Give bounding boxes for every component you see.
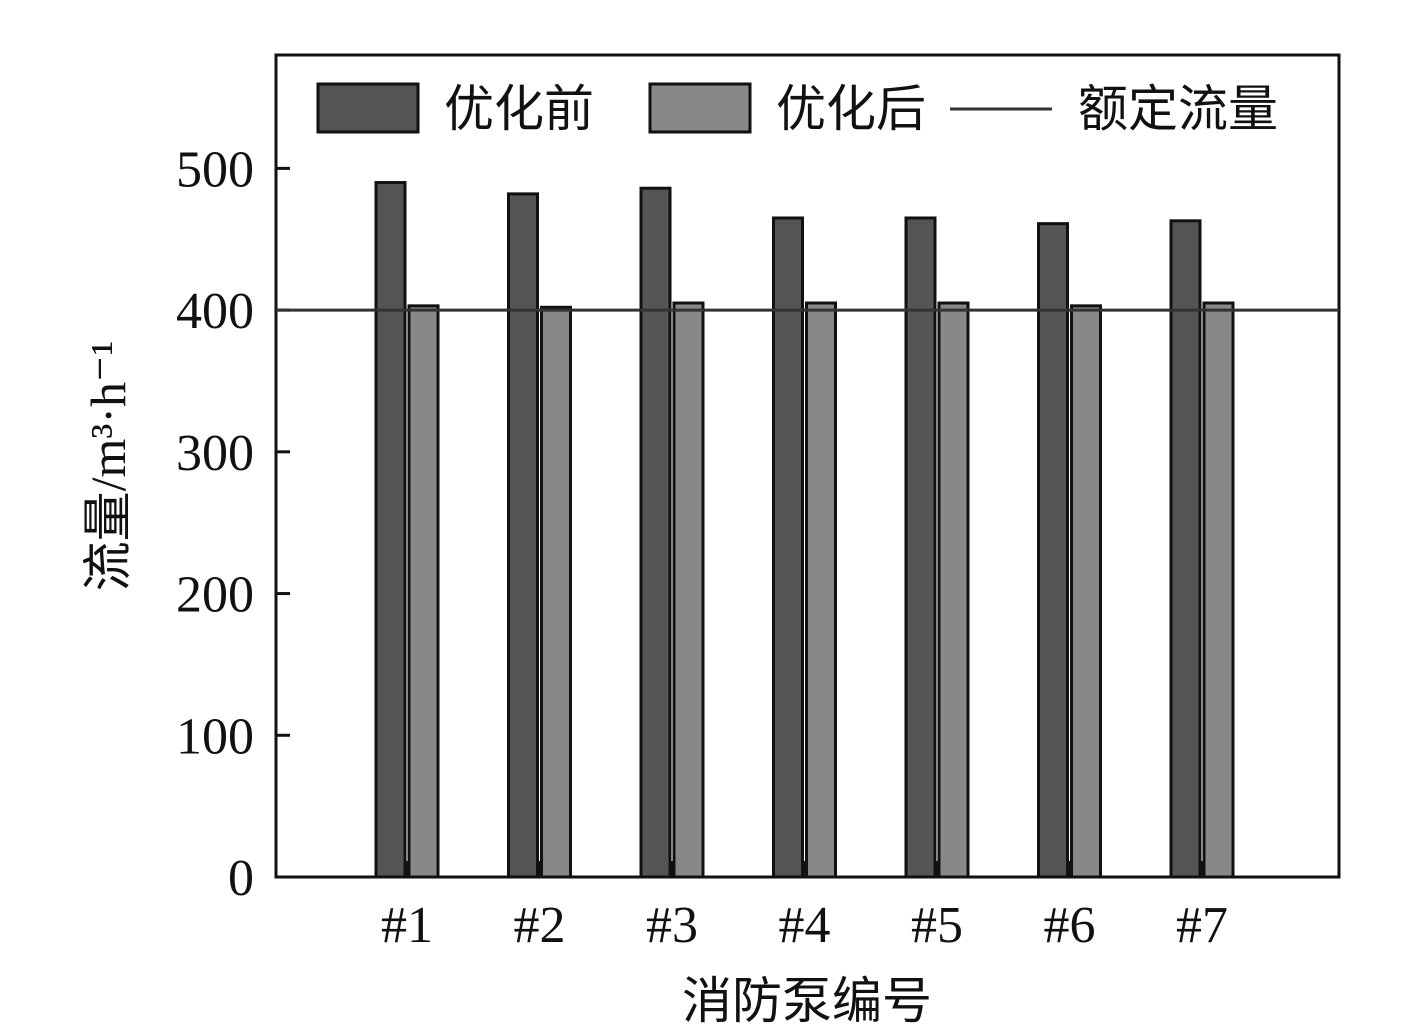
legend-item-before-swatch — [316, 82, 420, 134]
x-axis-title: 消防泵编号 — [682, 973, 932, 1029]
legend-item-before-label: 优化前 — [444, 81, 594, 137]
bar-after-2 — [540, 305, 572, 879]
legend: 优化前 优化后 额定流量 — [316, 81, 1278, 137]
bar-group — [374, 181, 1235, 879]
bar-before-6 — [1037, 222, 1069, 879]
bar-after-7 — [1202, 301, 1235, 879]
bar-before-4 — [772, 216, 804, 879]
y-tick-label: 300 — [176, 425, 254, 482]
bar-before-7 — [1169, 219, 1202, 879]
x-tick-label: #6 — [1044, 897, 1096, 954]
x-axis: #1 #2 #3 #4 #5 #6 #7 — [381, 861, 1228, 954]
bar-before-5 — [904, 216, 937, 879]
bar-before-1 — [374, 181, 407, 879]
y-axis-title: 流量/m³·h⁻¹ — [80, 341, 136, 592]
x-tick-label: #2 — [514, 897, 566, 954]
bar-after-5 — [937, 301, 970, 879]
bar-after-6 — [1070, 304, 1102, 879]
x-tick-label: #5 — [911, 897, 963, 954]
y-tick-label: 400 — [176, 283, 254, 340]
y-tick-label: 0 — [228, 850, 254, 907]
legend-item-rated-label: 额定流量 — [1078, 81, 1278, 137]
bar-after-3 — [672, 301, 705, 879]
y-axis: 0 100 200 300 400 500 — [176, 141, 290, 907]
y-tick-label: 500 — [176, 141, 254, 198]
y-tick-label: 100 — [176, 708, 254, 765]
bar-before-3 — [639, 186, 672, 879]
bar-after-4 — [805, 301, 837, 879]
legend-item-after-label: 优化后 — [776, 81, 926, 137]
x-tick-label: #7 — [1176, 897, 1228, 954]
x-tick-label: #4 — [779, 897, 831, 954]
legend-item-after-swatch — [648, 82, 752, 134]
bar-before-2 — [507, 192, 539, 879]
x-tick-label: #3 — [646, 897, 698, 954]
x-tick-label: #1 — [381, 897, 433, 954]
bar-after-1 — [407, 304, 440, 879]
y-tick-label: 200 — [176, 567, 254, 624]
